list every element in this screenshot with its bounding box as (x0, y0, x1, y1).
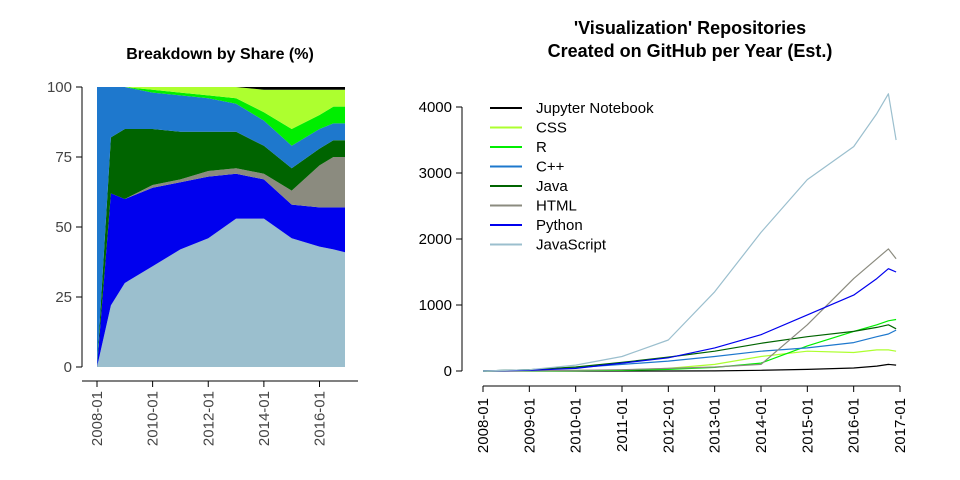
repos-axes: 0 1000 2000 3000 4000 2008-01 2009-01 2010-01 20… (419, 99, 909, 453)
repos-y-tick-label: 0 (444, 363, 452, 380)
share-y-tick-label: 75 (55, 149, 72, 166)
share-area-java (97, 129, 345, 367)
repos-legend: Jupyter Notebook CSS R C++ Java HTML Python Jav… (490, 100, 654, 254)
share-x-tick-label: 2016-01 (312, 391, 329, 446)
repos-y-tick-label: 2000 (419, 231, 452, 248)
legend-label-css: CSS (536, 120, 567, 137)
share-x-tick-label: 2010-01 (145, 391, 162, 446)
repos-chart-title-line-2: Created on GitHub per Year (Est.) (548, 41, 833, 61)
share-area-javascript (97, 218, 345, 367)
repos-x-tick-label: 2012-01 (660, 398, 677, 453)
legend-label-jupyter-notebook: Jupyter Notebook (536, 100, 654, 117)
share-chart-title: Breakdown by Share (%) (126, 46, 314, 63)
repos-x-tick-label: 2013-01 (707, 398, 724, 453)
share-area-html (97, 157, 345, 367)
repos-x-tick-label: 2017-01 (892, 398, 909, 453)
share-y-tick-label: 0 (64, 359, 72, 376)
legend-label-java: Java (536, 178, 568, 195)
share-areas (97, 87, 345, 367)
legend-label-python: Python (536, 217, 583, 234)
share-area-r (97, 87, 345, 146)
repos-x-tick-label: 2009-01 (521, 398, 538, 453)
repos-x-tick-label: 2016-01 (846, 398, 863, 453)
repos-x-tick-label: 2015-01 (799, 398, 816, 453)
share-area-jupyter-notebook (97, 87, 345, 90)
repos-x-tick-label: 2008-01 (475, 398, 492, 453)
repos-y-tick-label: 3000 (419, 165, 452, 182)
repos-line-java (482, 324, 897, 372)
repos-x-tick-label: 2014-01 (753, 398, 770, 453)
share-y-tick-label: 50 (55, 219, 72, 236)
share-x-tick-label: 2014-01 (256, 391, 273, 446)
repos-line-c (482, 329, 897, 372)
repos-line-html (482, 248, 897, 372)
repos-x-tick-label: 2011-01 (614, 398, 631, 452)
repos-line-python (482, 268, 897, 372)
repos-line-javascript (482, 93, 897, 372)
repos-chart-title-line-1: 'Visualization' Repositories (574, 18, 806, 38)
share-chart: Breakdown by Share (%) 0 25 50 75 100 2008-01… (47, 46, 358, 446)
share-area-c (97, 87, 345, 367)
legend-label-html: HTML (536, 198, 577, 215)
legend-label-c: C++ (536, 159, 565, 176)
legend-label-r: R (536, 139, 547, 156)
share-area-css (97, 87, 345, 129)
share-area-python (97, 173, 345, 367)
share-axes: 0 25 50 75 100 2008-01 2010-01 2012-01 2014-01 20… (47, 79, 358, 446)
share-y-tick-label: 100 (47, 79, 72, 96)
share-y-tick-label: 25 (55, 289, 72, 306)
repos-y-tick-label: 1000 (419, 297, 452, 314)
share-x-tick-label: 2008-01 (89, 391, 106, 446)
repos-y-tick-label: 4000 (419, 99, 452, 116)
repos-lines (482, 93, 897, 372)
share-x-tick-label: 2012-01 (200, 391, 217, 446)
repos-x-tick-label: 2010-01 (568, 398, 585, 453)
repos-chart: 'Visualization' Repositories Created on … (419, 18, 909, 453)
legend-label-javascript: JavaScript (536, 237, 607, 254)
